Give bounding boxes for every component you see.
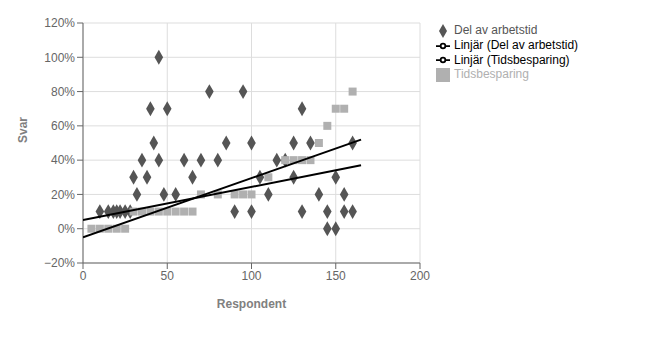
svg-text:150: 150 <box>326 269 346 283</box>
svg-text:20%: 20% <box>51 188 75 202</box>
svg-text:80%: 80% <box>51 85 75 99</box>
html-text:Linjär (Del av arbetstid): Linjär (Del av arbetstid) <box>454 37 579 52</box>
svg-text:Respondent: Respondent <box>217 297 286 311</box>
svg-text:60%: 60% <box>51 119 75 133</box>
html-text:Tidsbesparing: Tidsbesparing <box>454 67 529 82</box>
svg-text:120%: 120% <box>44 16 75 30</box>
svg-text:0%: 0% <box>58 222 76 236</box>
svg-text:50: 50 <box>161 269 175 283</box>
html-text:Linjär (Tidsbesparing): Linjär (Tidsbesparing) <box>454 52 570 67</box>
svg-text:0: 0 <box>80 269 87 283</box>
html-text:Del av arbetstid: Del av arbetstid <box>454 23 538 37</box>
svg-text:100: 100 <box>241 269 261 283</box>
svg-text:200: 200 <box>410 269 430 283</box>
svg-text:Svar: Svar <box>16 117 30 143</box>
svg-text:100%: 100% <box>44 51 75 65</box>
svg-text:−20%: −20% <box>44 256 75 270</box>
svg-text:40%: 40% <box>51 153 75 167</box>
